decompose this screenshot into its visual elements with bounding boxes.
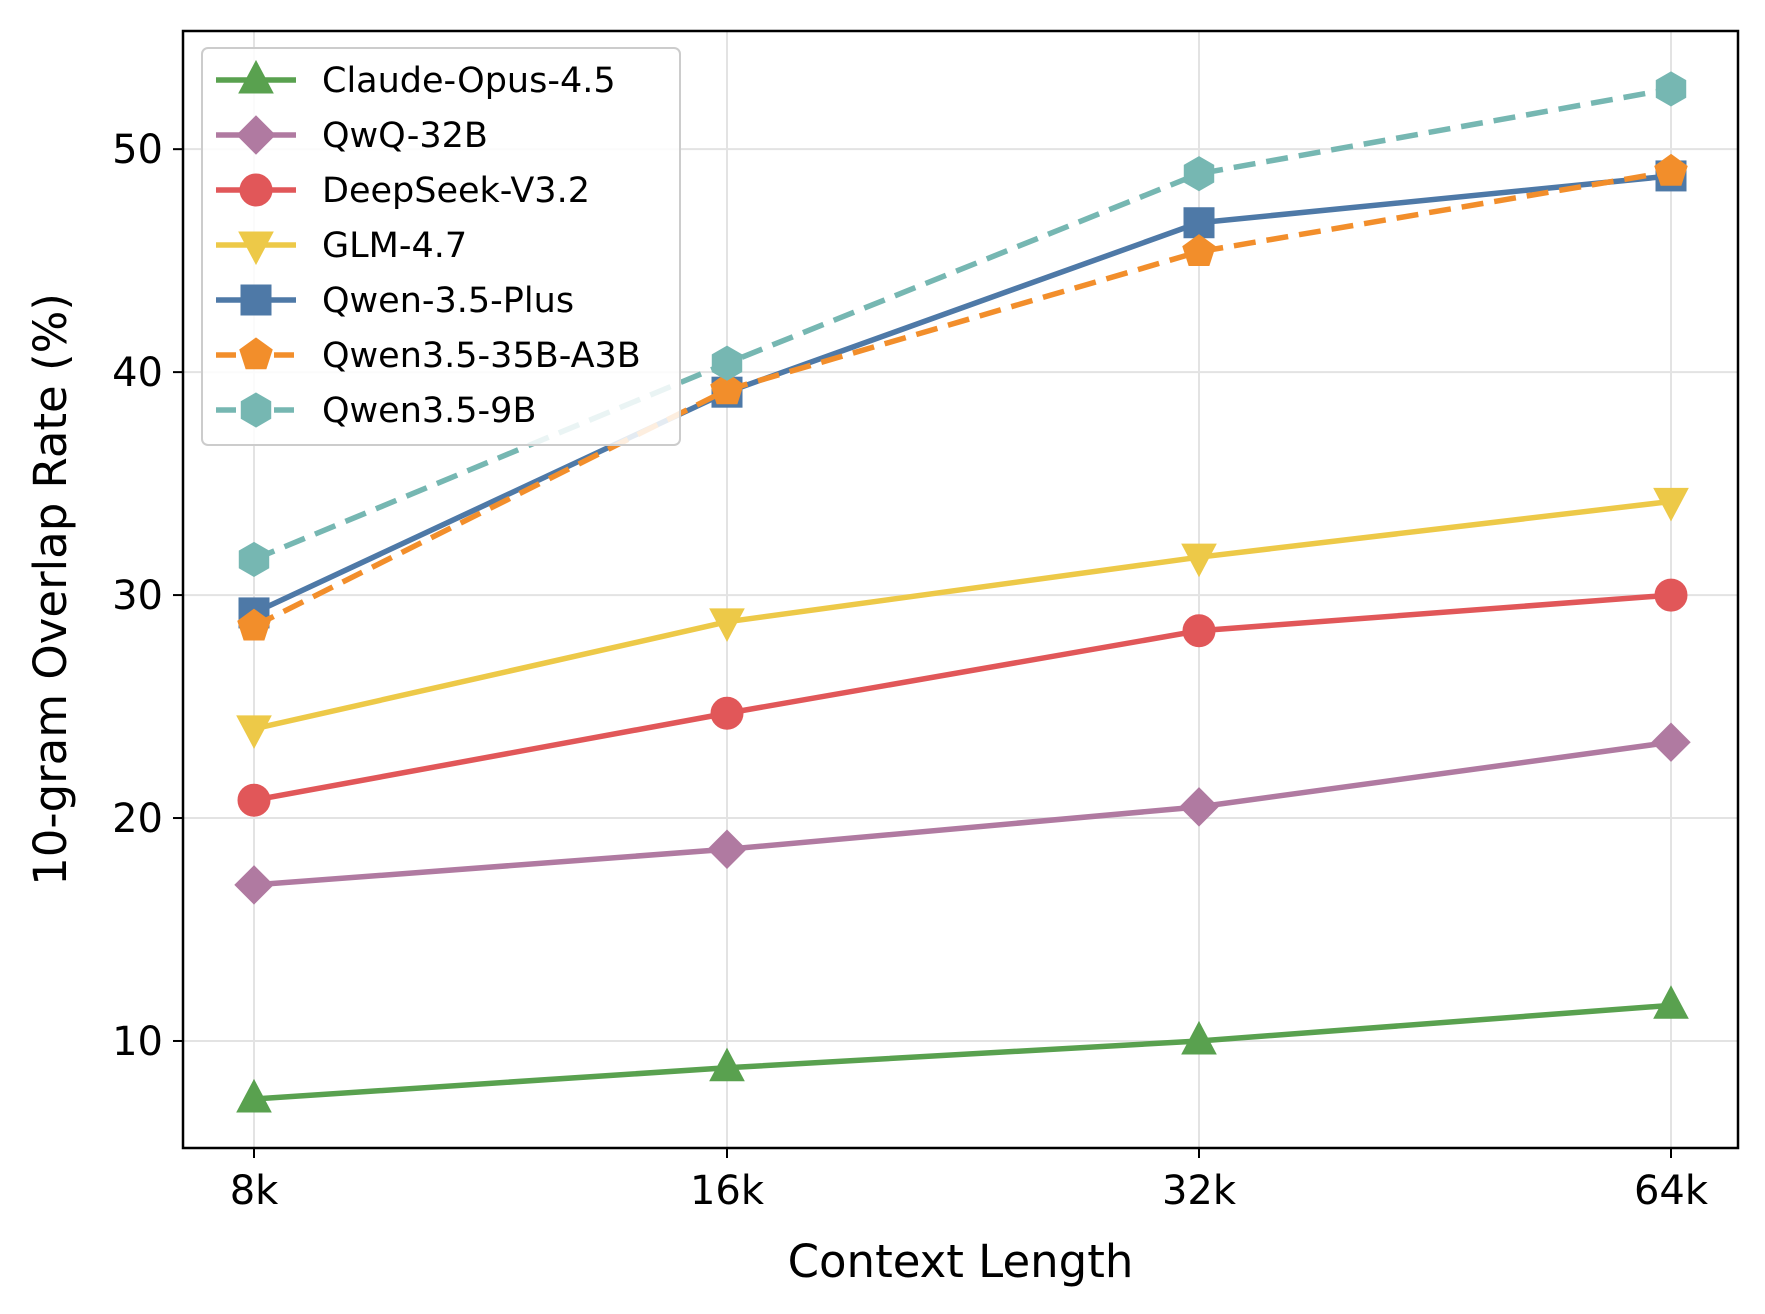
series-layer <box>234 71 1691 1113</box>
x-tick-label: 16k <box>690 1168 765 1214</box>
data-point <box>1181 543 1217 578</box>
series-line <box>253 592 1672 803</box>
y-axis-label: 10-gram Overlap Rate (%) <box>24 293 77 886</box>
legend-marker <box>236 115 276 155</box>
series-line <box>252 173 1672 616</box>
series-deepseek-v3-2 <box>237 578 1688 817</box>
x-axis-label: Context Length <box>788 1235 1134 1288</box>
legend-item: Claude-Opus-4.5 <box>216 59 616 101</box>
data-point <box>709 1047 745 1082</box>
y-tick-label: 40 <box>112 350 163 396</box>
data-point <box>1653 985 1689 1019</box>
legend-label: Qwen3.5-35B-A3B <box>322 336 641 376</box>
data-point <box>236 1078 272 1113</box>
data-point <box>1654 153 1688 186</box>
y-tick-label: 10 <box>112 1019 163 1065</box>
series-claude-opus-4-5 <box>236 985 1689 1113</box>
data-point <box>1651 722 1691 762</box>
legend-item: Qwen3.5-9B <box>216 391 536 431</box>
x-tick-label: 8k <box>230 1168 279 1214</box>
legend-marker <box>239 173 273 207</box>
y-tick-label: 20 <box>112 796 163 842</box>
data-point <box>711 345 743 381</box>
series-line <box>252 168 1672 629</box>
axis-ticks: 8k 16k 32k 64k 10 20 30 40 50 <box>112 127 1709 1214</box>
series-line <box>253 498 1672 732</box>
series-qwq-32b <box>234 722 1691 905</box>
x-tick-label: 64k <box>1634 1168 1709 1214</box>
data-point <box>1653 487 1689 522</box>
legend-marker <box>240 392 272 428</box>
data-point <box>1655 71 1687 107</box>
series-glm-4-7 <box>236 487 1689 749</box>
legend-label: Qwen3.5-9B <box>322 391 536 431</box>
legend-box <box>201 47 681 446</box>
data-point <box>237 783 271 817</box>
data-point <box>707 829 747 869</box>
legend-marker <box>239 337 273 370</box>
legend-item: GLM-4.7 <box>216 226 467 266</box>
series-line <box>252 86 1672 562</box>
legend-marker <box>240 284 272 316</box>
x-tick-label: 32k <box>1162 1168 1237 1214</box>
y-tick-label: 30 <box>112 573 163 619</box>
data-point <box>234 865 274 905</box>
legend-marker <box>238 231 274 266</box>
legend-label: DeepSeek-V3.2 <box>322 171 590 211</box>
legend-label: GLM-4.7 <box>322 226 467 266</box>
data-point <box>236 715 272 749</box>
data-point <box>1183 207 1215 239</box>
legend: Claude-Opus-4.5 QwQ-32B DeepSeek-V3.2 GLM-4… <box>201 47 681 446</box>
plot-frame <box>181 29 1740 1150</box>
series-qwen3-5-35b-a3b <box>237 153 1688 641</box>
data-point <box>710 372 744 405</box>
legend-label: Claude-Opus-4.5 <box>322 61 616 101</box>
series-qwen3-5-9b <box>238 71 1687 577</box>
data-point <box>1182 234 1216 266</box>
series-line <box>253 739 1672 888</box>
data-point <box>237 608 271 641</box>
data-point <box>238 541 270 577</box>
legend-label: Qwen-3.5-Plus <box>322 281 574 321</box>
series-line <box>253 1002 1672 1102</box>
legend-label: QwQ-32B <box>322 116 488 156</box>
data-point <box>709 608 745 642</box>
legend-item: Qwen3.5-35B-A3B <box>216 336 641 376</box>
data-point <box>710 696 744 730</box>
legend-marker <box>238 59 274 94</box>
data-point <box>1654 578 1688 612</box>
legend-item: DeepSeek-V3.2 <box>216 171 590 211</box>
data-point <box>1183 156 1215 192</box>
data-point <box>1182 614 1216 648</box>
data-point <box>1179 787 1219 827</box>
y-tick-label: 50 <box>112 127 163 173</box>
legend-item: Qwen-3.5-Plus <box>216 281 574 321</box>
data-point <box>1181 1020 1217 1055</box>
legend-item: QwQ-32B <box>216 115 488 156</box>
